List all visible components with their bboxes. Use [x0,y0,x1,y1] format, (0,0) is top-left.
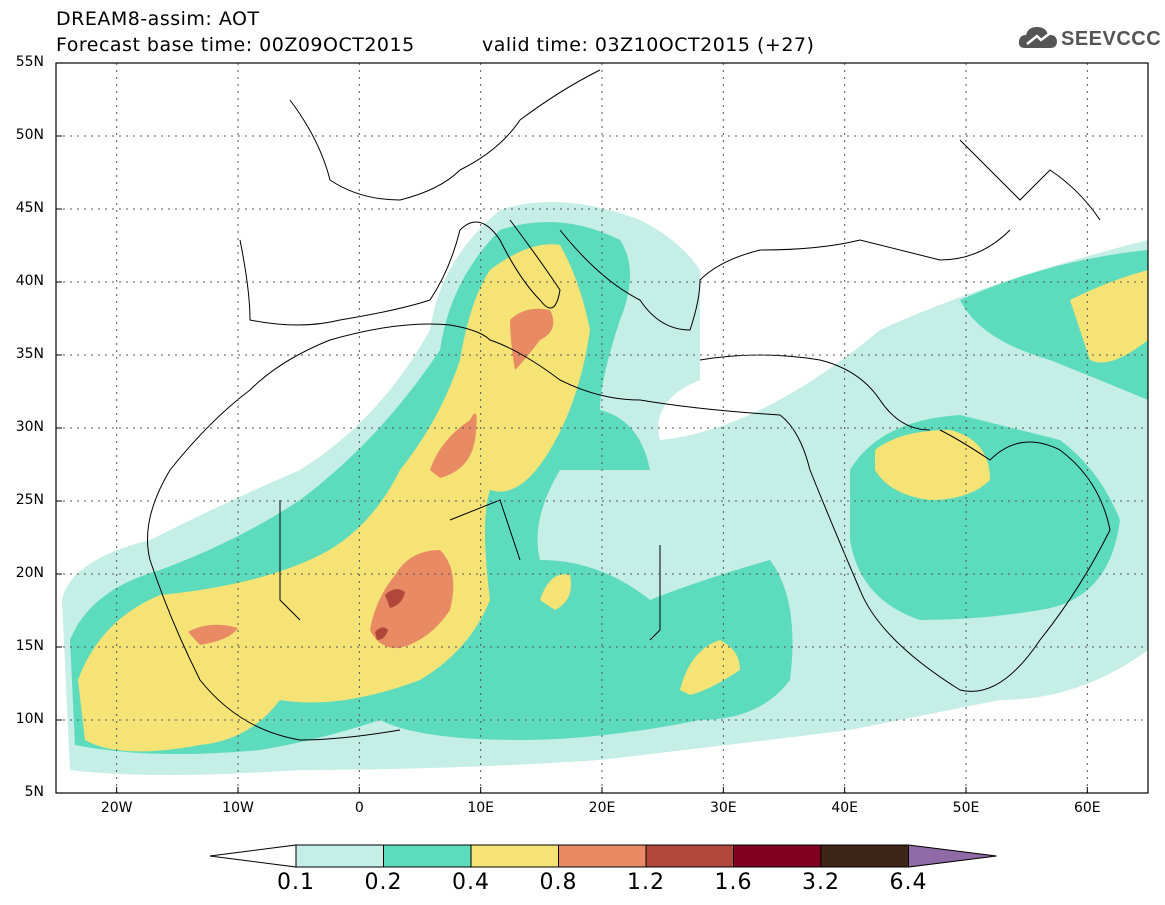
valid-time: valid time: 03Z10OCT2015 (+27) [482,34,815,56]
lat-tick-label: 10N [15,711,44,727]
cloud-icon [1018,27,1057,48]
colorbar-label: 3.2 [802,870,840,895]
colorbar-label: 0.4 [452,870,490,895]
aot-level-0-4 [78,244,1148,752]
gridlines [56,63,1148,793]
lon-tick-label: 40E [831,800,858,816]
colorbar-under-arrow [209,844,297,868]
map-title: DREAM8-assim: AOT [56,8,260,30]
lat-tick-label: 40N [15,273,44,289]
seevccc-logo: SEEVCCC [1017,22,1161,56]
colorbar-segment [733,844,822,868]
lat-tick-label: 30N [15,419,44,435]
logo-text: SEEVCCC [1061,28,1162,50]
coastlines [147,69,1111,741]
colorbar-label: 0.1 [277,870,315,895]
colorbar-label: 1.6 [714,870,753,895]
lat-tick-label: 25N [15,492,44,508]
lon-tick-label: 30E [709,800,737,816]
lon-tick-label: 10W [222,800,254,816]
lon-tick-label: 60E [1073,800,1101,816]
lat-tick-label: 55N [15,54,44,70]
colorbar [209,844,997,868]
lat-tick-label: 50N [15,127,44,143]
lon-tick-label: 0 [354,800,364,816]
colorbar-segment [470,844,559,868]
lon-tick-label: 20W [100,800,133,816]
colorbar-segment [295,844,384,868]
lon-tick-label: 20E [588,800,616,816]
colorbar-label: 1.2 [627,870,665,895]
aot-level-1-2 [375,589,405,640]
colorbar-segment [820,844,909,868]
colorbar-segment [645,844,734,868]
colorbar-segment [558,844,647,868]
lon-tick-label: 10E [467,800,494,816]
forecast-base-time: Forecast base time: 00Z09OCT2015 [56,34,415,56]
colorbar-label: 0.2 [364,870,403,895]
colorbar-label: 0.8 [539,870,578,895]
colorbar-label: 6.4 [889,870,928,895]
lat-tick-label: 35N [15,346,44,362]
lat-tick-label: 5N [24,784,44,800]
colorbar-segment [383,844,472,868]
aot-level-0-8 [188,308,554,649]
axis-ticks [56,62,1088,794]
colorbar-over-arrow [908,844,997,868]
lat-tick-label: 45N [15,200,44,216]
lat-tick-label: 20N [15,565,44,581]
lon-tick-label: 50E [952,800,980,816]
lat-tick-label: 15N [15,638,44,654]
